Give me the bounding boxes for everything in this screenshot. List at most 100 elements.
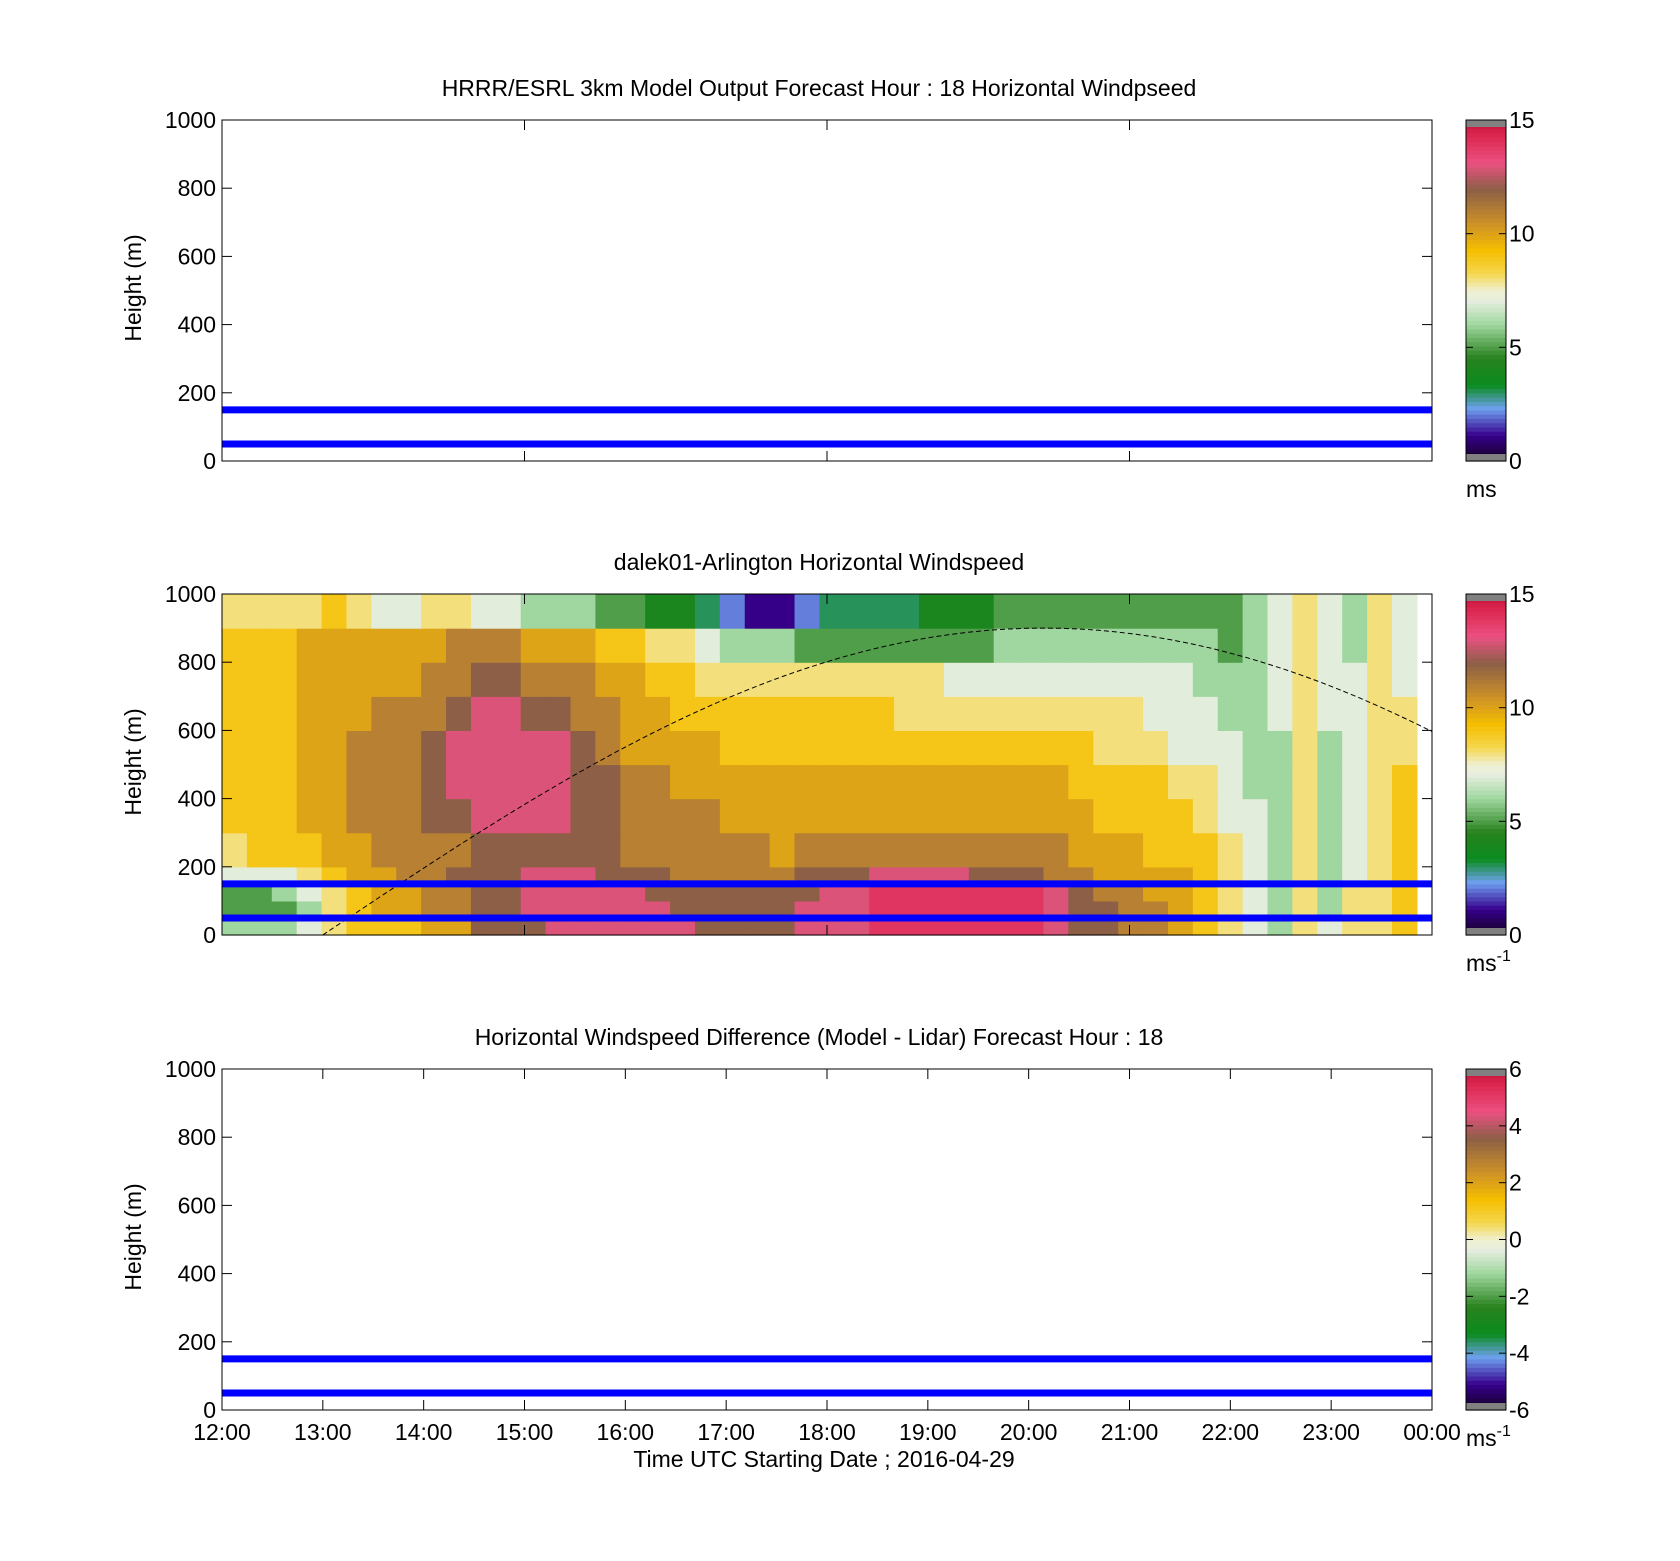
heatmap-cell <box>1043 696 1069 731</box>
heatmap-cell <box>1118 764 1144 800</box>
heatmap-cell <box>869 662 895 697</box>
heatmap-cell <box>1043 883 1069 902</box>
heatmap-cell <box>271 798 298 834</box>
colorbar-swatch <box>1466 615 1506 621</box>
colorbar-swatch <box>1466 405 1506 411</box>
heatmap-cell <box>919 696 945 731</box>
colorbar-swatch <box>1466 239 1506 245</box>
heatmap-cell <box>1068 662 1094 697</box>
heatmap-cell <box>645 900 671 919</box>
heatmap-cell <box>993 628 1020 663</box>
heatmap-cell <box>645 696 671 731</box>
heatmap-cell <box>1167 662 1194 697</box>
heatmap-cell <box>1118 730 1144 766</box>
heatmap-cell <box>943 883 970 902</box>
heatmap-cell <box>470 594 497 629</box>
heatmap-cell <box>1391 917 1418 936</box>
heatmap-cell <box>1018 883 1045 902</box>
heatmap-cell <box>1192 917 1219 936</box>
colorbar-frame <box>1465 593 1507 936</box>
heatmap-cell <box>1093 696 1119 731</box>
heatmap-cell <box>1317 917 1343 936</box>
heatmap-cell <box>1192 594 1219 629</box>
heatmap-cell <box>1242 594 1269 629</box>
heatmap-cell <box>346 883 372 902</box>
heatmap-cell <box>670 798 696 834</box>
colorbar-swatch <box>1466 345 1506 351</box>
heatmap-cell <box>246 883 273 902</box>
heatmap-cell <box>321 832 348 868</box>
heatmap-cell <box>1143 696 1169 731</box>
heatmap-cell <box>1267 866 1294 885</box>
colorbar-swatch <box>1466 192 1506 198</box>
colorbar-swatch <box>1466 1090 1506 1096</box>
colorbar-swatch <box>1466 213 1506 219</box>
heatmap-cell <box>470 628 497 663</box>
heatmap-cell <box>495 883 522 902</box>
heatmap-cell <box>246 628 273 663</box>
heatmap-cell <box>296 900 323 919</box>
colorbar-swatch <box>1466 849 1506 855</box>
heatmap-cell <box>943 917 970 936</box>
heatmap-cell <box>819 832 845 868</box>
colorbar-swatch <box>1466 1316 1506 1322</box>
heatmap-cell <box>1367 900 1393 919</box>
colorbar-swatch <box>1466 704 1506 710</box>
colorbar-swatch <box>1466 1098 1506 1104</box>
heatmap-cell <box>271 917 298 936</box>
y-tick-label: 600 <box>178 243 216 269</box>
heatmap-cell <box>620 917 646 936</box>
heatmap-cell <box>744 696 771 731</box>
heatmap-cell <box>570 798 596 834</box>
heatmap-cell <box>1167 764 1194 800</box>
heatmap-cell <box>1317 628 1343 663</box>
heatmap-cell <box>1342 594 1368 629</box>
heatmap-cell <box>470 798 497 834</box>
heatmap-cell <box>1018 832 1045 868</box>
heatmap-cell <box>246 832 273 868</box>
heatmap-cell <box>1367 594 1393 629</box>
heatmap-cell <box>1391 696 1418 731</box>
heatmap-cell <box>421 594 447 629</box>
colorbar-swatch <box>1466 200 1506 206</box>
heatmap-cell <box>1167 628 1194 663</box>
colorbar-swatch <box>1466 883 1506 889</box>
heatmap-cell <box>1391 628 1418 663</box>
colorbar-swatch <box>1466 1077 1506 1083</box>
y-axis-label: Height (m) <box>120 708 146 815</box>
colorbar-swatch <box>1466 866 1506 872</box>
heatmap-cell <box>321 594 348 629</box>
heatmap-cell <box>321 866 348 885</box>
heatmap-cell <box>446 628 472 663</box>
heatmap-cell <box>396 866 422 885</box>
heatmap-cell <box>769 662 796 697</box>
heatmap-cell <box>271 764 298 800</box>
heatmap-cell <box>670 832 696 868</box>
colorbar-swatch <box>1466 1158 1506 1164</box>
colorbar-swatch <box>1466 653 1506 659</box>
colorbar-swatch <box>1466 1333 1506 1339</box>
heatmap-cell <box>371 696 397 731</box>
colorbar-swatch <box>1466 713 1506 719</box>
y-axis-label: Height (m) <box>120 1183 146 1290</box>
colorbar-swatch <box>1466 316 1506 321</box>
heatmap-cell <box>1068 900 1094 919</box>
heatmap-cell <box>769 883 796 902</box>
colorbar-swatch <box>1466 645 1506 651</box>
heatmap-cell <box>421 662 447 697</box>
colorbar-swatch <box>1466 188 1506 194</box>
colorbar-swatch <box>1466 392 1506 398</box>
heatmap-cell <box>719 798 746 834</box>
heatmap-cell <box>1068 730 1094 766</box>
heatmap-cell <box>1018 917 1045 936</box>
colorbar-swatch <box>1466 1141 1506 1147</box>
colorbar-swatch <box>1466 218 1506 223</box>
heatmap-cell <box>222 832 248 868</box>
colorbar-swatch <box>1466 1149 1506 1155</box>
heatmap-cell <box>919 883 945 902</box>
colorbar-swatch <box>1466 414 1506 419</box>
colorbar-unit: ms <box>1466 476 1497 502</box>
heatmap-cell <box>595 696 621 731</box>
heatmap-cell <box>1367 764 1393 800</box>
